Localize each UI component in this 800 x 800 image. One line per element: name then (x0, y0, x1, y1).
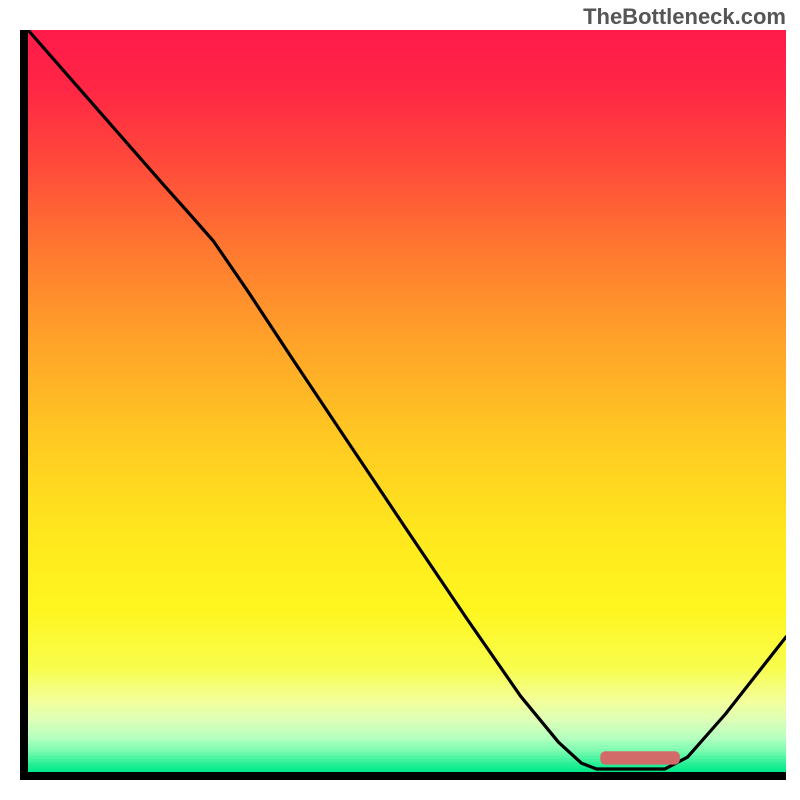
watermark-text: TheBottleneck.com (583, 4, 786, 30)
marker-layer (28, 30, 786, 772)
marker-rect (600, 751, 680, 764)
x-axis (20, 772, 786, 780)
chart-container: TheBottleneck.com (0, 0, 800, 800)
plot-area (28, 30, 786, 772)
y-axis (20, 30, 28, 772)
